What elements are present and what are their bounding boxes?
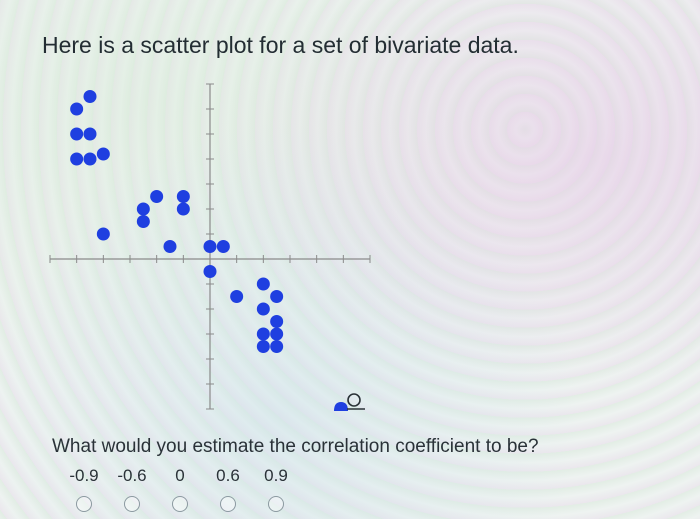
scatter-plot	[49, 83, 371, 410]
answer-options: -0.9 -0.6 0 0.6 0.9	[60, 466, 300, 512]
option-0-6[interactable]: 0.6	[204, 466, 252, 512]
scatter-point	[256, 277, 270, 291]
option-neg-0-9[interactable]: -0.9	[60, 466, 108, 512]
scatter-point	[150, 190, 164, 203]
scatter-point	[230, 290, 244, 303]
scatter-point	[176, 190, 190, 203]
radio-button[interactable]	[76, 496, 92, 512]
scatter-point	[96, 147, 110, 161]
option-label: -0.6	[117, 466, 147, 485]
scatter-point	[70, 127, 84, 141]
radio-button[interactable]	[172, 496, 188, 512]
option-label: 0	[175, 466, 185, 485]
radio-button[interactable]	[268, 496, 284, 512]
hand-cursor-icon	[334, 393, 365, 411]
scatter-point	[83, 90, 97, 103]
scatter-point	[176, 202, 190, 216]
scatter-point	[203, 265, 217, 278]
radio-button[interactable]	[124, 496, 140, 512]
scatter-point	[270, 315, 284, 328]
radio-button[interactable]	[220, 496, 236, 512]
option-label: 0.6	[216, 466, 240, 485]
plot-axes	[49, 83, 371, 410]
scatter-point	[70, 152, 84, 166]
scatter-point	[83, 127, 97, 141]
scatter-point	[216, 240, 230, 253]
option-0-9[interactable]: 0.9	[252, 466, 300, 512]
scatter-point	[256, 340, 270, 353]
scatter-point	[96, 227, 110, 241]
scatter-point	[256, 327, 270, 341]
scatter-point	[270, 290, 284, 303]
scatter-point	[83, 152, 97, 166]
plot-points	[70, 90, 284, 353]
scatter-point	[163, 240, 177, 253]
option-neg-0-6[interactable]: -0.6	[108, 466, 156, 512]
scatter-point	[203, 240, 217, 253]
question-text: What would you estimate the correlation …	[52, 436, 539, 457]
question-heading: Here is a scatter plot for a set of biva…	[42, 32, 519, 58]
scatter-point	[270, 327, 284, 341]
scatter-point	[70, 102, 84, 116]
option-label: 0.9	[264, 466, 288, 485]
scatter-point	[256, 302, 270, 316]
scatter-point	[270, 340, 284, 353]
scatter-point	[136, 215, 150, 228]
option-0[interactable]: 0	[156, 466, 204, 512]
scatter-point	[136, 202, 150, 216]
option-label: -0.9	[69, 466, 99, 485]
